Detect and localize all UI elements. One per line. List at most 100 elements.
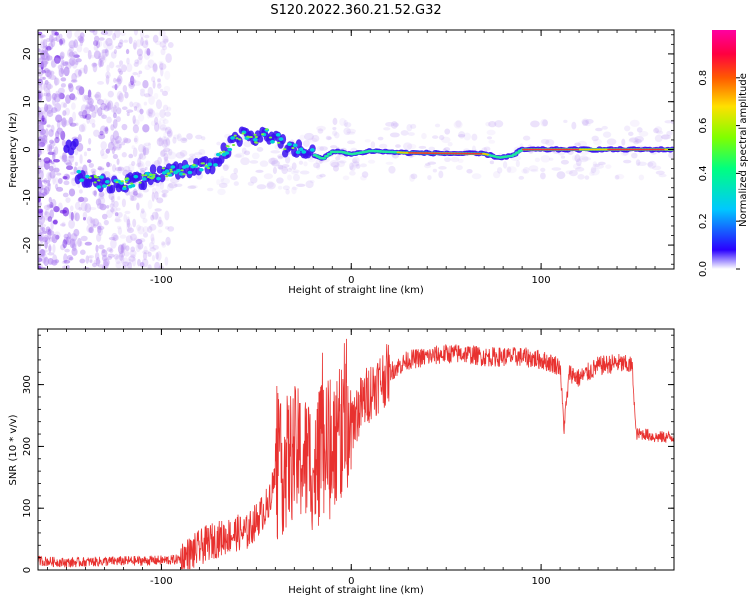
noise-blob [571, 155, 577, 161]
noise-blob [84, 203, 92, 213]
noise-blob [88, 255, 93, 263]
noise-blob [101, 264, 107, 269]
noise-blob [159, 63, 167, 70]
noise-blob [438, 170, 444, 179]
noise-blob [74, 201, 81, 210]
noise-blob [65, 197, 71, 203]
noise-blob [45, 128, 49, 138]
noise-blob [92, 218, 100, 227]
noise-blob [493, 170, 501, 179]
noise-blob [486, 136, 493, 140]
noise-blob [45, 179, 51, 184]
noise-blob [160, 48, 166, 56]
ridge-fleck [88, 176, 92, 179]
noise-blob [48, 243, 52, 254]
noise-blob [165, 226, 170, 230]
noise-blob [181, 138, 187, 142]
noise-blob [113, 145, 117, 151]
noise-blob [48, 34, 54, 43]
noise-blob [483, 146, 491, 152]
noise-blob [151, 191, 155, 202]
noise-blob [121, 243, 127, 253]
noise-blob [89, 259, 93, 264]
noise-blob [97, 166, 103, 171]
noise-blob [522, 166, 530, 174]
noise-blob [206, 187, 214, 192]
noise-blob [92, 30, 98, 36]
noise-blob [134, 59, 140, 64]
noise-blob [48, 196, 52, 204]
noise-blob [115, 166, 122, 172]
noise-blob [521, 168, 528, 174]
noise-blob [167, 226, 175, 232]
noise-blob [67, 58, 75, 67]
noise-blob [165, 137, 171, 146]
noise-blob [65, 162, 73, 167]
noise-blob [46, 182, 51, 187]
noise-blob [121, 264, 127, 269]
noise-blob [160, 149, 168, 157]
noise-blob [94, 252, 100, 261]
noise-blob [105, 99, 111, 109]
spectrogram-x-ticks: -100 0 100 [47, 30, 675, 286]
noise-blob [92, 62, 98, 73]
noise-blob [450, 156, 460, 163]
noise-blob [349, 165, 356, 172]
noise-blob [161, 135, 167, 145]
noise-blob [76, 44, 83, 53]
noise-blob [144, 64, 151, 71]
noise-blob [584, 175, 590, 180]
noise-blob [78, 124, 85, 133]
noise-blob [58, 67, 64, 78]
noise-blob [69, 238, 76, 249]
noise-blob [120, 254, 125, 264]
ridge-core [176, 168, 181, 173]
noise-blob [60, 83, 66, 88]
noise-blob [334, 132, 340, 139]
y-tick-label: 0 [22, 146, 33, 152]
noise-blob [117, 95, 121, 100]
snr-panel: -100 0 100 0 100 200 300 Height of straight l… [8, 328, 675, 596]
noise-blob [133, 105, 138, 111]
ridge-fleck [246, 135, 250, 138]
noise-blob [93, 44, 99, 51]
noise-blob [93, 35, 100, 42]
noise-blob [360, 163, 367, 168]
noise-blob [113, 77, 117, 83]
noise-blob [656, 130, 664, 135]
noise-blob [39, 223, 47, 228]
ridge-core [198, 167, 204, 172]
noise-blob [99, 166, 105, 174]
noise-blob [59, 209, 67, 214]
noise-blob [107, 90, 114, 98]
noise-blob [43, 82, 48, 92]
noise-blob [41, 60, 49, 65]
noise-blob [457, 134, 466, 138]
ridge-fleck [152, 175, 156, 178]
ridge-fleck [123, 185, 127, 188]
colorbar-tick-label: 0.2 [698, 213, 709, 229]
noise-blob [287, 174, 292, 181]
noise-blob [133, 137, 138, 143]
noise-blob [247, 181, 255, 186]
noise-blob [222, 164, 229, 172]
noise-blob [117, 166, 125, 172]
ridge-peak [484, 153, 490, 156]
noise-blob [160, 88, 164, 93]
noise-blob [575, 158, 582, 167]
noise-blob [118, 92, 124, 103]
ridge-core [230, 136, 235, 140]
noise-blob [653, 127, 660, 134]
noise-blob [352, 156, 360, 164]
ridge-core [164, 169, 170, 173]
noise-blob [38, 215, 46, 225]
noise-blob [161, 139, 168, 148]
ridge-fleck [107, 184, 111, 187]
y-tick-label: 20 [22, 48, 33, 61]
noise-blob [201, 136, 206, 141]
noise-blob [47, 182, 51, 192]
ridge-outer [158, 173, 166, 183]
noise-blob [128, 36, 133, 45]
noise-blob [540, 167, 546, 173]
noise-blob [157, 156, 162, 165]
